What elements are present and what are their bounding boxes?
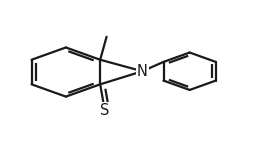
Text: N: N (137, 64, 148, 79)
Text: S: S (100, 103, 109, 118)
